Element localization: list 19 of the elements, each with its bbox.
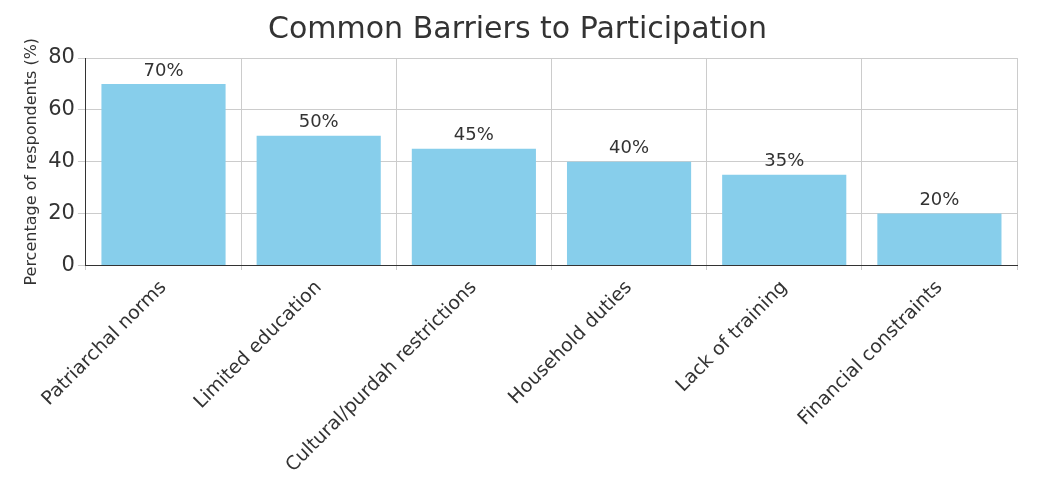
y-axis-title: Percentage of respondents (%)	[20, 37, 40, 286]
y-tick-label: 0	[61, 251, 75, 276]
data-label: 40%	[609, 136, 650, 158]
bar	[722, 174, 847, 265]
data-label: 50%	[298, 110, 339, 132]
data-label: 35%	[764, 149, 805, 171]
data-label: 70%	[143, 58, 184, 80]
y-tick-label: 60	[48, 96, 75, 121]
chart-title: Common Barriers to Participation	[268, 9, 767, 45]
bar	[566, 161, 692, 265]
data-label: 45%	[453, 123, 494, 145]
bar	[256, 135, 381, 265]
y-tick-label: 80	[48, 44, 75, 69]
bar	[877, 213, 1002, 265]
y-tick-label: 40	[48, 148, 75, 173]
data-label: 20%	[919, 188, 960, 210]
bar	[411, 148, 536, 265]
y-tick-label: 20	[48, 200, 75, 225]
bar	[101, 83, 226, 265]
